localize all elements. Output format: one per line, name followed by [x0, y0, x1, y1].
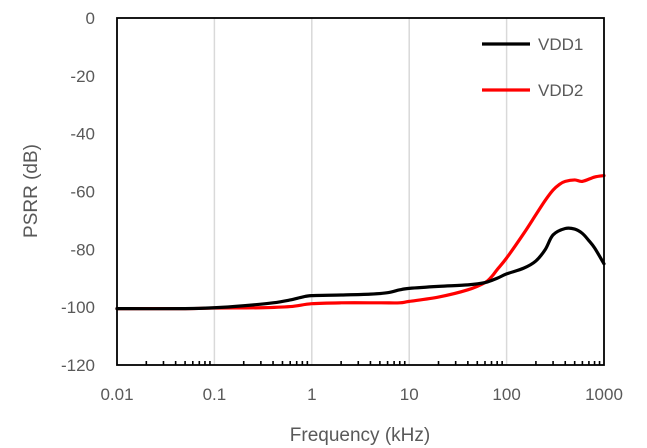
x-tick-label: 1000 [585, 385, 623, 404]
y-tick-labels: 0 -20 -40 -60 -80 -100 -120 [61, 9, 95, 375]
x-tick-label: 100 [492, 385, 520, 404]
legend-label-vdd1: VDD1 [538, 35, 583, 54]
x-tick-label: 10 [400, 385, 419, 404]
x-axis-title: Frequency (kHz) [290, 425, 430, 446]
minor-ticks [145, 361, 601, 365]
y-tick-label: -40 [70, 125, 95, 144]
series-line-vdd1 [115, 226, 606, 311]
x-tick-labels: 0.01 0.1 1 10 100 1000 [100, 385, 622, 404]
plot-area-border [116, 17, 605, 366]
x-tick-label: 0.1 [203, 385, 227, 404]
y-axis-title: PSRR (dB) [21, 144, 42, 238]
y-tick-label: 0 [86, 9, 95, 28]
y-tick-label: -100 [61, 298, 95, 317]
x-tick-label: 1 [307, 385, 316, 404]
y-tick-label: -120 [61, 356, 95, 375]
y-tick-label: -60 [70, 183, 95, 202]
y-tick-label: -80 [70, 240, 95, 259]
legend-label-vdd2: VDD2 [538, 81, 583, 100]
x-tick-label: 0.01 [100, 385, 133, 404]
legend: VDD1 VDD2 [482, 35, 583, 100]
series-lines [115, 174, 606, 311]
y-tick-label: -20 [70, 67, 95, 86]
